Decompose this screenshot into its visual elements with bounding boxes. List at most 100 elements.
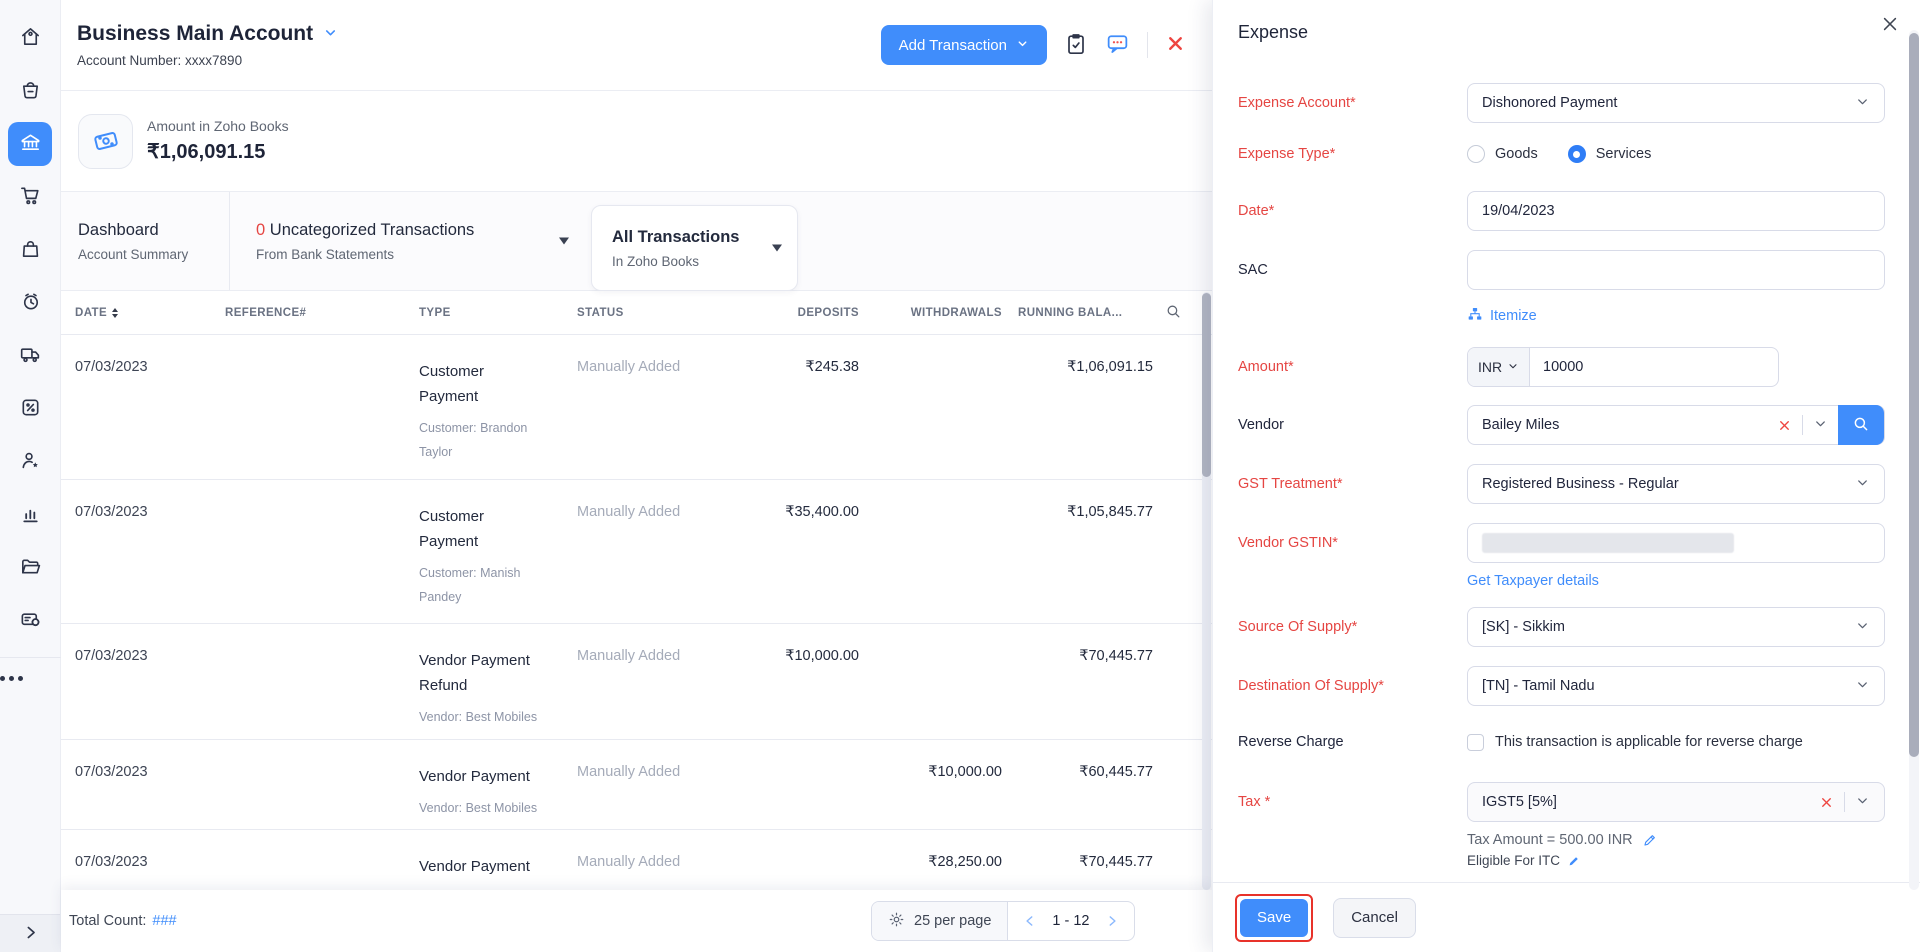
eligible-for-itc-text: Eligible For ITC	[1467, 853, 1561, 868]
expense-account-select[interactable]: Dishonored Payment	[1467, 83, 1885, 123]
sidebar-item-delivery[interactable]	[8, 334, 52, 378]
expense-type-label: Expense Type*	[1238, 146, 1336, 162]
column-date[interactable]: DATE	[75, 307, 225, 319]
edit-itc-icon[interactable]	[1567, 854, 1581, 868]
amount-input[interactable]: 10000	[1530, 348, 1778, 386]
services-radio[interactable]	[1567, 145, 1586, 163]
clear-tax-icon[interactable]	[1819, 795, 1834, 810]
cell-withdrawals	[859, 648, 1002, 739]
table-row[interactable]: 07/03/2023 Vendor Payment Manually Added…	[61, 830, 1212, 890]
get-taxpayer-details-link[interactable]: Get Taxpayer details	[1467, 573, 1599, 589]
clock-icon	[19, 290, 42, 316]
prev-page-button[interactable]	[1023, 914, 1037, 928]
tab-uncategorized[interactable]: 0 Uncategorized Transactions From Bank S…	[230, 192, 591, 290]
next-page-button[interactable]	[1105, 914, 1119, 928]
sidebar-item-documents[interactable]	[8, 546, 52, 590]
cell-running-balance: ₹70,445.77	[1079, 648, 1153, 664]
add-transaction-button[interactable]: Add Transaction	[880, 25, 1047, 65]
amount-value: 10000	[1543, 359, 1584, 375]
vendor-search-button[interactable]	[1838, 405, 1884, 445]
tab-dashboard[interactable]: Dashboard Account Summary	[61, 192, 230, 290]
table-row[interactable]: 07/03/2023 Customer Payment Customer: Man…	[61, 480, 1212, 624]
table-scrollbar-track[interactable]	[1202, 292, 1211, 890]
sidebar-item-purchases[interactable]	[8, 228, 52, 272]
summary-amount: ₹1,06,091.15	[147, 141, 266, 163]
sidebar-expand-button[interactable]	[0, 914, 60, 952]
sidebar-item-accountant[interactable]	[8, 440, 52, 484]
page-range: 1 - 12	[1052, 913, 1090, 929]
sidebar-item-sales[interactable]	[8, 175, 52, 219]
tax-combobox[interactable]: IGST5 [5%]	[1467, 782, 1885, 822]
source-of-supply-select[interactable]: [SK] - Sikkim	[1467, 607, 1885, 647]
sidebar-item-reports[interactable]	[8, 493, 52, 537]
sidebar-item-items[interactable]	[8, 69, 52, 113]
close-panel-button[interactable]	[1880, 14, 1900, 37]
sidebar-item-banking[interactable]	[8, 122, 52, 166]
destination-of-supply-select[interactable]: [TN] - Tamil Nadu	[1467, 666, 1885, 706]
date-input[interactable]: 19/04/2023	[1467, 191, 1885, 231]
table-footer: Total Count: ### 25 per page 1 - 12	[61, 890, 1212, 952]
bank-icon	[19, 131, 42, 157]
cell-deposits	[741, 764, 859, 829]
clear-vendor-icon[interactable]	[1777, 418, 1792, 433]
currency-select[interactable]: INR	[1468, 348, 1530, 386]
chevron-down-icon[interactable]	[1813, 416, 1828, 435]
destination-of-supply-value: [TN] - Tamil Nadu	[1482, 678, 1595, 694]
sort-icon	[112, 307, 119, 318]
gst-treatment-select[interactable]: Registered Business - Regular	[1467, 464, 1885, 504]
cell-type: Vendor Payment Refund	[419, 652, 530, 694]
account-switcher-chevron-icon[interactable]	[323, 25, 338, 43]
bar-chart-icon	[19, 502, 42, 528]
panel-scrollbar-thumb[interactable]	[1909, 33, 1919, 757]
services-radio-label: Services	[1595, 146, 1652, 162]
table-row[interactable]: 07/03/2023 Vendor Payment Vendor: Best Mo…	[61, 740, 1212, 830]
table-row[interactable]: 07/03/2023 Vendor Payment Refund Vendor: …	[61, 624, 1212, 740]
home-icon	[19, 25, 42, 51]
cell-status: Manually Added	[577, 854, 681, 870]
cell-deposits: ₹35,400.00	[785, 504, 859, 520]
packages-icon	[19, 78, 42, 104]
vendor-combobox[interactable]: Bailey Miles	[1467, 405, 1885, 445]
sidebar-item-time-tracking[interactable]	[8, 281, 52, 325]
table-scrollbar-thumb[interactable]	[1202, 293, 1211, 477]
dropdown-triangle-icon[interactable]	[559, 237, 569, 245]
currency-value: INR	[1477, 359, 1503, 375]
sidebar-item-ewaybills[interactable]	[8, 387, 52, 431]
column-status: STATUS	[577, 306, 624, 319]
close-icon	[1880, 17, 1900, 37]
comments-button[interactable]	[1105, 31, 1130, 59]
table-row[interactable]: 07/03/2023 Customer Payment Customer: Bra…	[61, 335, 1212, 480]
sidebar-item-home[interactable]	[8, 16, 52, 60]
itemize-link[interactable]: Itemize	[1467, 306, 1537, 326]
cell-type: Customer Payment	[419, 508, 485, 550]
sac-input[interactable]	[1467, 250, 1885, 290]
chevron-down-icon[interactable]	[1855, 793, 1870, 812]
reverse-charge-checkbox[interactable]	[1467, 733, 1484, 751]
sidebar-item-payroll[interactable]	[8, 599, 52, 643]
sidebar-more-button[interactable]	[0, 676, 60, 681]
tasks-button[interactable]	[1064, 32, 1088, 59]
expense-panel: Expense Expense Account* Dishonored Paym…	[1212, 0, 1920, 952]
goods-radio[interactable]	[1467, 145, 1485, 163]
save-button[interactable]: Save	[1240, 898, 1309, 937]
sac-label: SAC	[1238, 262, 1268, 278]
tab-all-transactions[interactable]: All Transactions In Zoho Books	[591, 205, 798, 291]
per-page-selector[interactable]: 25 per page	[872, 902, 1009, 940]
vendor-gstin-input[interactable]	[1467, 523, 1885, 563]
cell-contact: Customer: Manish Pandey	[419, 566, 521, 604]
sitemap-icon	[1467, 306, 1483, 326]
cell-contact: Vendor: Best Mobiles	[419, 710, 538, 724]
close-account-view-button[interactable]	[1165, 33, 1186, 57]
search-icon[interactable]	[1165, 303, 1182, 323]
cell-deposits	[741, 854, 859, 890]
main-content: Business Main Account Account Number: xx…	[61, 0, 1212, 952]
total-count-label: Total Count:	[69, 913, 147, 929]
edit-tax-amount-icon[interactable]	[1642, 832, 1658, 848]
dropdown-triangle-icon[interactable]	[772, 244, 782, 252]
cancel-button[interactable]: Cancel	[1333, 897, 1416, 938]
tax-label: Tax *	[1238, 794, 1271, 810]
tab-uncategorized-subtitle: From Bank Statements	[256, 246, 395, 262]
source-of-supply-label: Source Of Supply*	[1238, 619, 1358, 635]
cell-running-balance: ₹1,06,091.15	[1067, 359, 1153, 375]
